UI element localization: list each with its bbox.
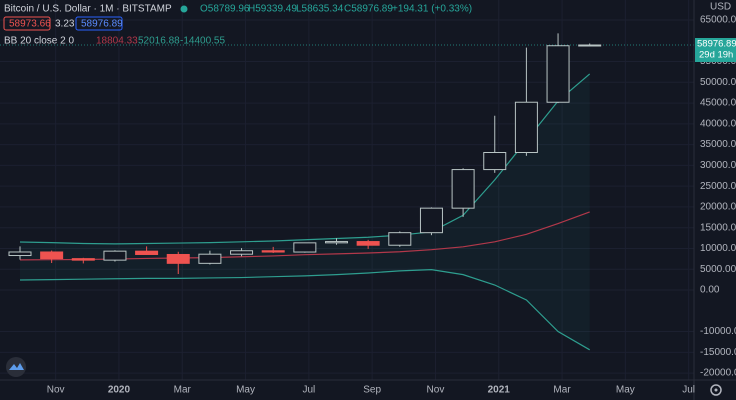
candle-body (261, 250, 285, 253)
x-tick-label: Mar (174, 385, 192, 396)
plot-area (0, 0, 694, 380)
band-fill (20, 73, 590, 350)
currency: USD (710, 2, 731, 13)
candle-body (388, 232, 412, 246)
y-tick-label: -20000.00 (700, 368, 736, 379)
y-tick-label: 0.00 (700, 285, 720, 296)
y-tick-label: 45000.00 (700, 98, 736, 109)
y-tick-label: 25000.00 (700, 181, 736, 192)
candle-body (293, 242, 317, 253)
y-tick-label: 20000.00 (700, 202, 736, 213)
y-tick-label: -10000.00 (700, 326, 736, 337)
ohlc-close: C58976.89 (344, 4, 393, 15)
price-label: 58976.89 (697, 39, 736, 50)
bb-lower: -14400.55 (180, 36, 225, 47)
x-tick-label: 2020 (108, 385, 131, 396)
candle-body (356, 241, 380, 246)
x-tick-label: Nov (427, 385, 445, 396)
candle-body (103, 250, 127, 261)
candle-body (514, 101, 538, 153)
candle-body (198, 253, 222, 264)
candle-body (8, 251, 32, 257)
y-tick-label: 35000.00 (700, 139, 736, 150)
x-tick-label: Mar (553, 385, 571, 396)
y-tick-label: 10000.00 (700, 243, 736, 254)
x-tick-label: May (236, 385, 255, 396)
sell-price[interactable]: 58973.66 (9, 19, 51, 30)
candle-body (325, 241, 348, 244)
candle-body (419, 207, 443, 234)
indicator-name: BB 20 close 2 0 (4, 36, 74, 47)
bb-upper: 52016.88 (138, 36, 180, 47)
y-tick-label: 40000.00 (700, 118, 736, 129)
candle-body (483, 151, 507, 171)
x-tick-label: Nov (47, 385, 65, 396)
sell-box[interactable] (3, 16, 51, 31)
y-tick-label: 15000.00 (700, 222, 736, 233)
logo[interactable] (6, 357, 26, 377)
spread: 3.23 (55, 19, 75, 30)
candle-body (40, 251, 64, 260)
bollinger-line (19, 73, 591, 245)
ohlc-high: H59339.49 (248, 4, 297, 15)
x-tick-label: Jul (302, 385, 315, 396)
candle-body (71, 258, 95, 261)
price-label-box (695, 38, 736, 63)
settings-icon[interactable] (710, 384, 722, 396)
symbol-title: Bitcoin / U.S. Dollar · 1M · BITSTAMP (4, 4, 172, 15)
y-tick-label: 5000.00 (700, 264, 736, 275)
header: Bitcoin / U.S. Dollar · 1M · BITSTAMP O5… (3, 4, 472, 47)
ohlc-change: +194.31 (+0.33%) (392, 4, 472, 15)
ohlc-open: O58789.96 (200, 4, 250, 15)
buy-price[interactable]: 58976.89 (81, 19, 123, 30)
ohlc-low: L58635.34 (296, 4, 344, 15)
y-tick-label: 50000.00 (700, 77, 736, 88)
x-tick-label: 2021 (488, 385, 511, 396)
x-tick-label: Sep (363, 385, 381, 396)
bb-basis: 18804.33 (96, 36, 138, 47)
candle-body (166, 253, 190, 264)
candle-body (135, 250, 159, 255)
candle-body (451, 169, 475, 209)
buy-box[interactable] (75, 16, 123, 31)
status-dot (180, 5, 188, 13)
y-tick-label: -15000.00 (700, 347, 736, 358)
x-tick-label: May (616, 385, 635, 396)
y-tick-label: 65000.00 (700, 15, 736, 26)
x-tick-label: Jul (682, 385, 695, 396)
candle-body (578, 44, 602, 47)
bollinger-line (19, 269, 591, 351)
candle-body (230, 250, 254, 255)
y-tick-label: 30000.00 (700, 160, 736, 171)
candle-body (546, 45, 570, 103)
countdown: 29d 19h (699, 50, 733, 61)
